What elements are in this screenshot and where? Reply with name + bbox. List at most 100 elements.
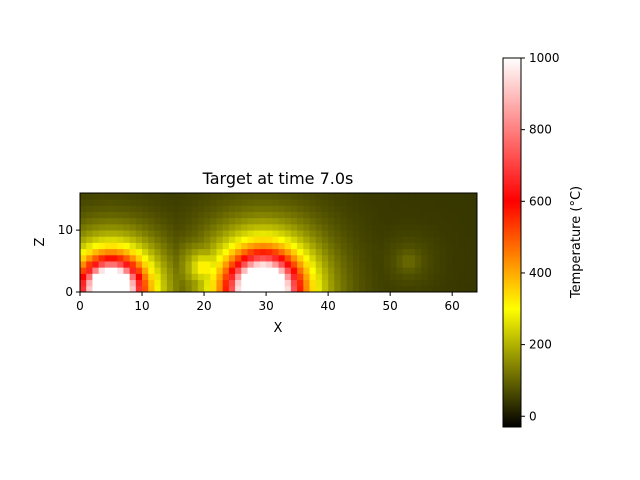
heatmap-cell xyxy=(278,254,286,262)
heatmap-cell xyxy=(402,273,410,281)
heatmap-cell xyxy=(402,230,410,237)
heatmap-cell xyxy=(191,254,199,262)
heatmap-cell xyxy=(185,193,193,200)
heatmap-cell xyxy=(303,285,310,293)
heatmap-cell xyxy=(98,223,106,231)
heatmap-cell xyxy=(433,242,441,250)
heatmap-cell xyxy=(433,267,441,274)
heatmap-cell xyxy=(390,261,397,268)
heatmap-cell xyxy=(458,193,465,200)
heatmap-cell xyxy=(452,199,459,206)
heatmap-cell xyxy=(92,236,100,243)
heatmap-cell xyxy=(408,211,416,219)
heatmap-cell xyxy=(414,261,422,268)
heatmap-cell xyxy=(98,248,106,256)
heatmap-cell xyxy=(458,279,465,287)
heatmap-cell xyxy=(396,285,403,293)
heatmap-cell xyxy=(408,273,416,281)
heatmap-cell xyxy=(402,217,410,225)
heatmap-cell xyxy=(104,267,112,274)
heatmap-cell xyxy=(222,199,230,206)
heatmap-cell xyxy=(173,279,180,287)
heatmap-cell xyxy=(160,217,168,225)
heatmap-cell xyxy=(92,205,100,212)
heatmap-cell xyxy=(117,230,124,237)
heatmap-cell xyxy=(253,236,261,243)
heatmap-cell xyxy=(135,279,143,287)
heatmap-cell xyxy=(259,273,267,281)
heatmap-cell xyxy=(334,279,341,287)
heatmap-cell xyxy=(266,223,273,231)
heatmap-cell xyxy=(365,205,372,212)
heatmap-cell xyxy=(92,223,100,231)
heatmap-cell xyxy=(160,205,168,212)
heatmap-cell xyxy=(173,273,180,281)
heatmap-cell xyxy=(433,199,441,206)
heatmap-cell xyxy=(135,223,143,231)
heatmap-cell xyxy=(216,254,224,262)
heatmap-cell xyxy=(204,223,211,231)
heatmap-cell xyxy=(408,261,416,268)
heatmap-cell xyxy=(421,248,428,256)
heatmap-cell xyxy=(303,254,310,262)
heatmap-cell xyxy=(284,199,292,206)
heatmap-cell xyxy=(266,217,273,225)
heatmap-cell xyxy=(148,236,155,243)
heatmap-cell xyxy=(98,267,106,274)
heatmap-cell xyxy=(272,199,279,206)
heatmap-cell xyxy=(142,217,149,225)
heatmap-cell xyxy=(297,193,304,200)
heatmap-cell xyxy=(427,230,434,237)
plot-frame xyxy=(79,192,478,293)
heatmap-cell xyxy=(166,285,174,293)
heatmap-cell xyxy=(241,261,248,268)
heatmap-cell xyxy=(439,279,447,287)
colorbar-ticks: 0 200 400 600 800 1000 xyxy=(521,51,560,423)
heatmap-cell xyxy=(117,254,124,262)
heatmap-cell xyxy=(129,261,137,268)
heatmap-cell xyxy=(414,217,422,225)
heatmap-cell xyxy=(346,223,354,231)
heatmap-cell xyxy=(191,248,199,256)
heatmap-cell xyxy=(328,273,335,281)
heatmap-cell xyxy=(228,261,236,268)
heatmap-cell xyxy=(266,273,273,281)
heatmap-cell xyxy=(197,242,205,250)
heatmap-cell xyxy=(92,242,100,250)
heatmap-cell xyxy=(154,254,162,262)
heatmap-cell xyxy=(346,211,354,219)
heatmap-cell xyxy=(390,254,397,262)
heatmap-cell xyxy=(315,248,323,256)
heatmap-cell xyxy=(253,223,261,231)
heatmap-cell xyxy=(259,279,267,287)
heatmap-cell xyxy=(222,279,230,287)
heatmap-cell xyxy=(266,242,273,250)
heatmap-cell xyxy=(142,242,149,250)
heatmap-cell xyxy=(445,279,453,287)
heatmap-cell xyxy=(154,205,162,212)
heatmap-cell xyxy=(315,254,323,262)
heatmap-cell xyxy=(135,261,143,268)
heatmap-cell xyxy=(80,273,87,281)
heatmap-cell xyxy=(111,193,118,200)
heatmap-cell xyxy=(309,217,317,225)
heatmap-cell xyxy=(359,267,366,274)
heatmap-cell xyxy=(402,211,410,219)
heatmap-cell xyxy=(179,261,186,268)
heatmap-cell xyxy=(439,223,447,231)
heatmap-cell xyxy=(191,230,199,237)
heatmap-cell xyxy=(427,193,434,200)
heatmap-cell xyxy=(204,205,211,212)
heatmap-cell xyxy=(210,273,217,281)
heatmap-cell xyxy=(185,242,193,250)
heatmap-cell xyxy=(98,254,106,262)
heatmap-cell xyxy=(402,199,410,206)
heatmap-cell xyxy=(396,193,403,200)
heatmap-cell xyxy=(185,261,193,268)
heatmap-cell xyxy=(383,205,391,212)
heatmap-cell xyxy=(210,254,217,262)
heatmap-cell xyxy=(309,273,317,281)
heatmap-cell xyxy=(185,273,193,281)
heatmap-cell xyxy=(334,248,341,256)
heatmap-cell xyxy=(179,236,186,243)
